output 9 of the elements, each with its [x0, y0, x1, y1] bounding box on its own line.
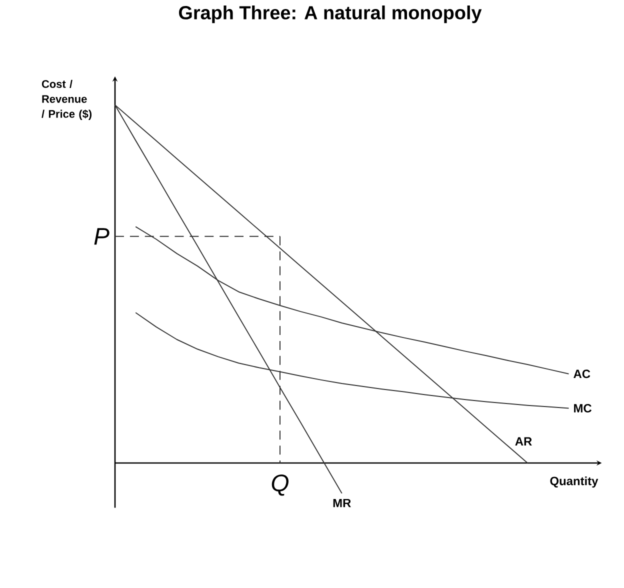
series-label: MC — [574, 404, 592, 412]
series-label: MR — [333, 498, 351, 508]
chart-title: Graph Three: A natural monopoly — [178, 6, 482, 24]
text: P — [94, 228, 110, 245]
y-axis-title: Cost / Revenue / Price ($) — [42, 80, 92, 120]
x-axis-title: Quantity — [550, 476, 598, 488]
series-label: AC — [574, 370, 590, 378]
series-label: AR — [515, 437, 532, 446]
annotation: Q — [272, 474, 289, 496]
